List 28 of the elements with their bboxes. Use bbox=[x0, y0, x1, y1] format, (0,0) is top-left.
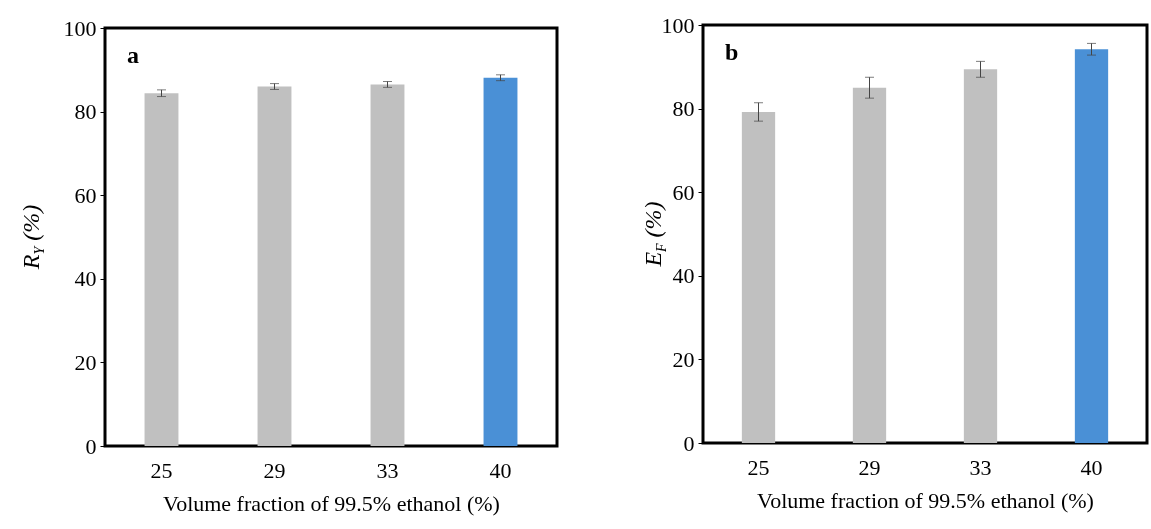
annotation: b bbox=[725, 39, 739, 66]
y-tick-label: 60 bbox=[74, 182, 97, 208]
annotation: a bbox=[127, 42, 139, 69]
y-tick-label: 0 bbox=[85, 433, 97, 459]
y-tick-label: 100 bbox=[63, 15, 97, 41]
y-tick-label: 80 bbox=[672, 96, 695, 122]
x-tick-label: 29 bbox=[858, 454, 881, 480]
x-tick-label: 33 bbox=[969, 454, 992, 480]
bar bbox=[741, 111, 776, 443]
x-tick-label: 25 bbox=[150, 457, 173, 483]
bar bbox=[1074, 49, 1109, 443]
y-tick-label: 20 bbox=[672, 346, 695, 372]
x-tick-label: 33 bbox=[376, 457, 399, 483]
y-tick-label: 40 bbox=[672, 263, 695, 289]
x-tick-label: 25 bbox=[747, 454, 770, 480]
x-tick-label: 40 bbox=[1080, 454, 1103, 480]
y-tick-label: 0 bbox=[683, 430, 695, 456]
y-tick-label: 100 bbox=[661, 12, 695, 38]
x-axis-title: Volume fraction of 99.5% ethanol (%) bbox=[757, 487, 1094, 513]
y-tick-label: 80 bbox=[74, 99, 97, 125]
x-tick-label: 40 bbox=[489, 457, 512, 483]
bar bbox=[852, 87, 887, 443]
x-tick-label: 29 bbox=[263, 457, 286, 483]
y-tick-label: 20 bbox=[74, 349, 97, 375]
bar bbox=[963, 69, 998, 443]
x-axis-title: Volume fraction of 99.5% ethanol (%) bbox=[163, 490, 500, 516]
y-tick-label: 60 bbox=[672, 179, 695, 205]
y-tick-label: 40 bbox=[74, 266, 97, 292]
